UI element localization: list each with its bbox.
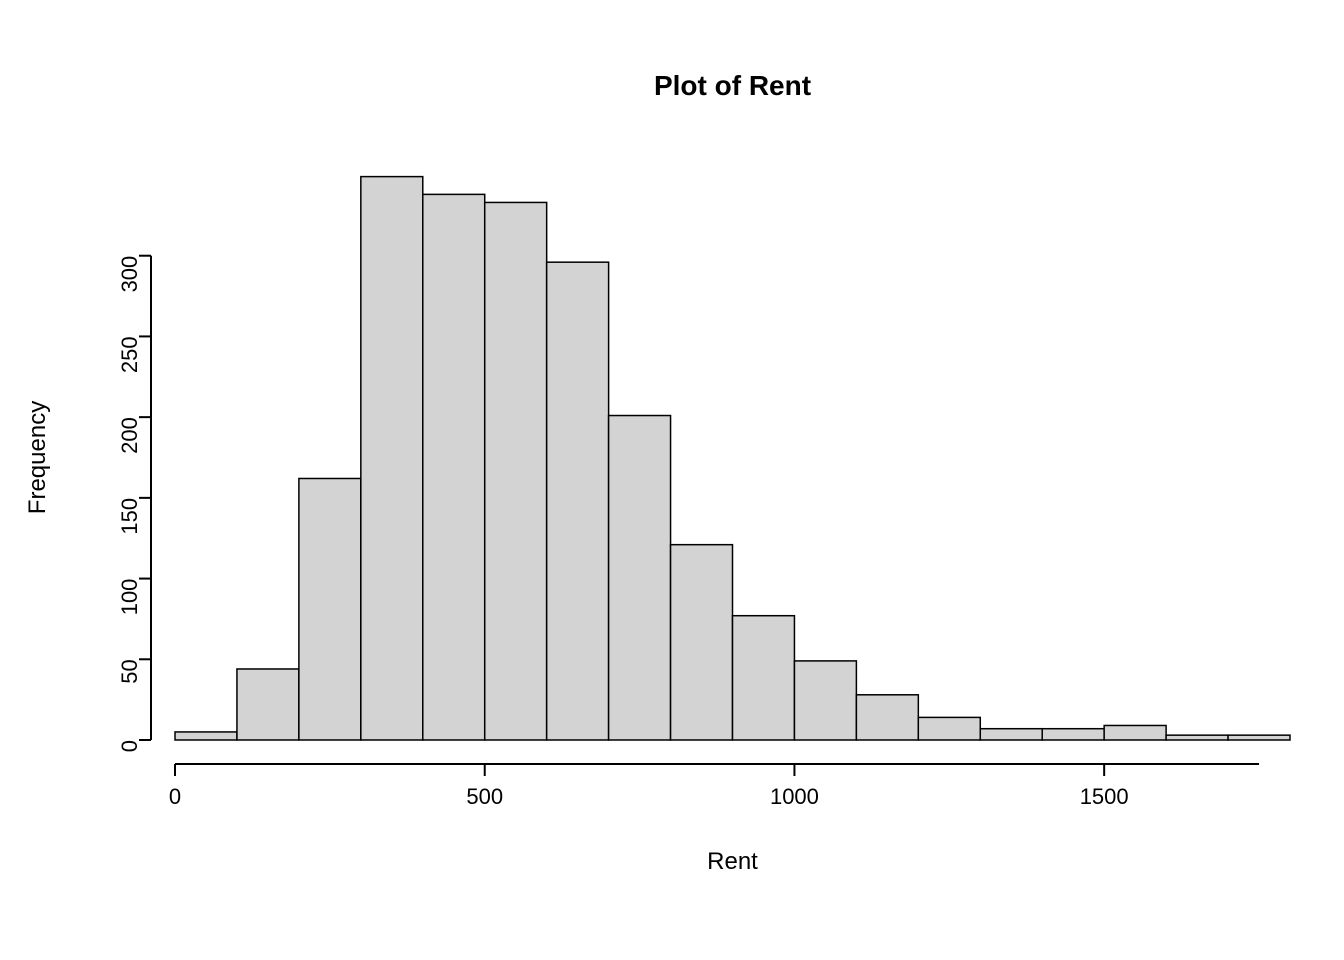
histogram-bar	[856, 695, 918, 740]
histogram-bar	[547, 262, 609, 740]
y-tick-label: 300	[117, 256, 142, 293]
chart-svg: 0 500 1000 1500 0 50 100 150 200 250 300 Plot of Re…	[0, 0, 1344, 960]
histogram-bar	[1042, 729, 1104, 740]
y-tick-label: 100	[117, 579, 142, 616]
bars-group	[175, 177, 1290, 740]
histogram-bar	[175, 732, 237, 740]
histogram-bar	[1228, 735, 1290, 740]
histogram-bar	[1166, 735, 1228, 740]
histogram-plot: 0 500 1000 1500 0 50 100 150 200 250 300 Plot of Re…	[0, 0, 1344, 960]
histogram-bar	[361, 177, 423, 740]
histogram-bar	[485, 202, 547, 740]
histogram-bar	[299, 478, 361, 740]
x-tick-label: 1000	[770, 784, 819, 809]
x-axis-title: Rent	[707, 848, 758, 875]
y-tick-label: 150	[117, 498, 142, 535]
histogram-bar	[237, 669, 299, 740]
x-tick-label: 1500	[1080, 784, 1129, 809]
y-tick-label: 200	[117, 417, 142, 454]
y-tick-label: 0	[117, 740, 142, 752]
histogram-bar	[980, 729, 1042, 740]
histogram-bar	[671, 545, 733, 740]
chart-title: Plot of Rent	[654, 70, 811, 101]
histogram-bar	[609, 416, 671, 740]
histogram-bar	[918, 717, 980, 740]
y-tick-label: 50	[117, 659, 142, 683]
histogram-bar	[423, 194, 485, 740]
histogram-bar	[794, 661, 856, 740]
x-tick-label: 0	[169, 784, 181, 809]
x-tick-label: 500	[466, 784, 503, 809]
histogram-bar	[1104, 725, 1166, 740]
y-axis-title: Frequency	[24, 401, 51, 514]
histogram-bar	[733, 616, 795, 740]
y-tick-label: 250	[117, 336, 142, 373]
